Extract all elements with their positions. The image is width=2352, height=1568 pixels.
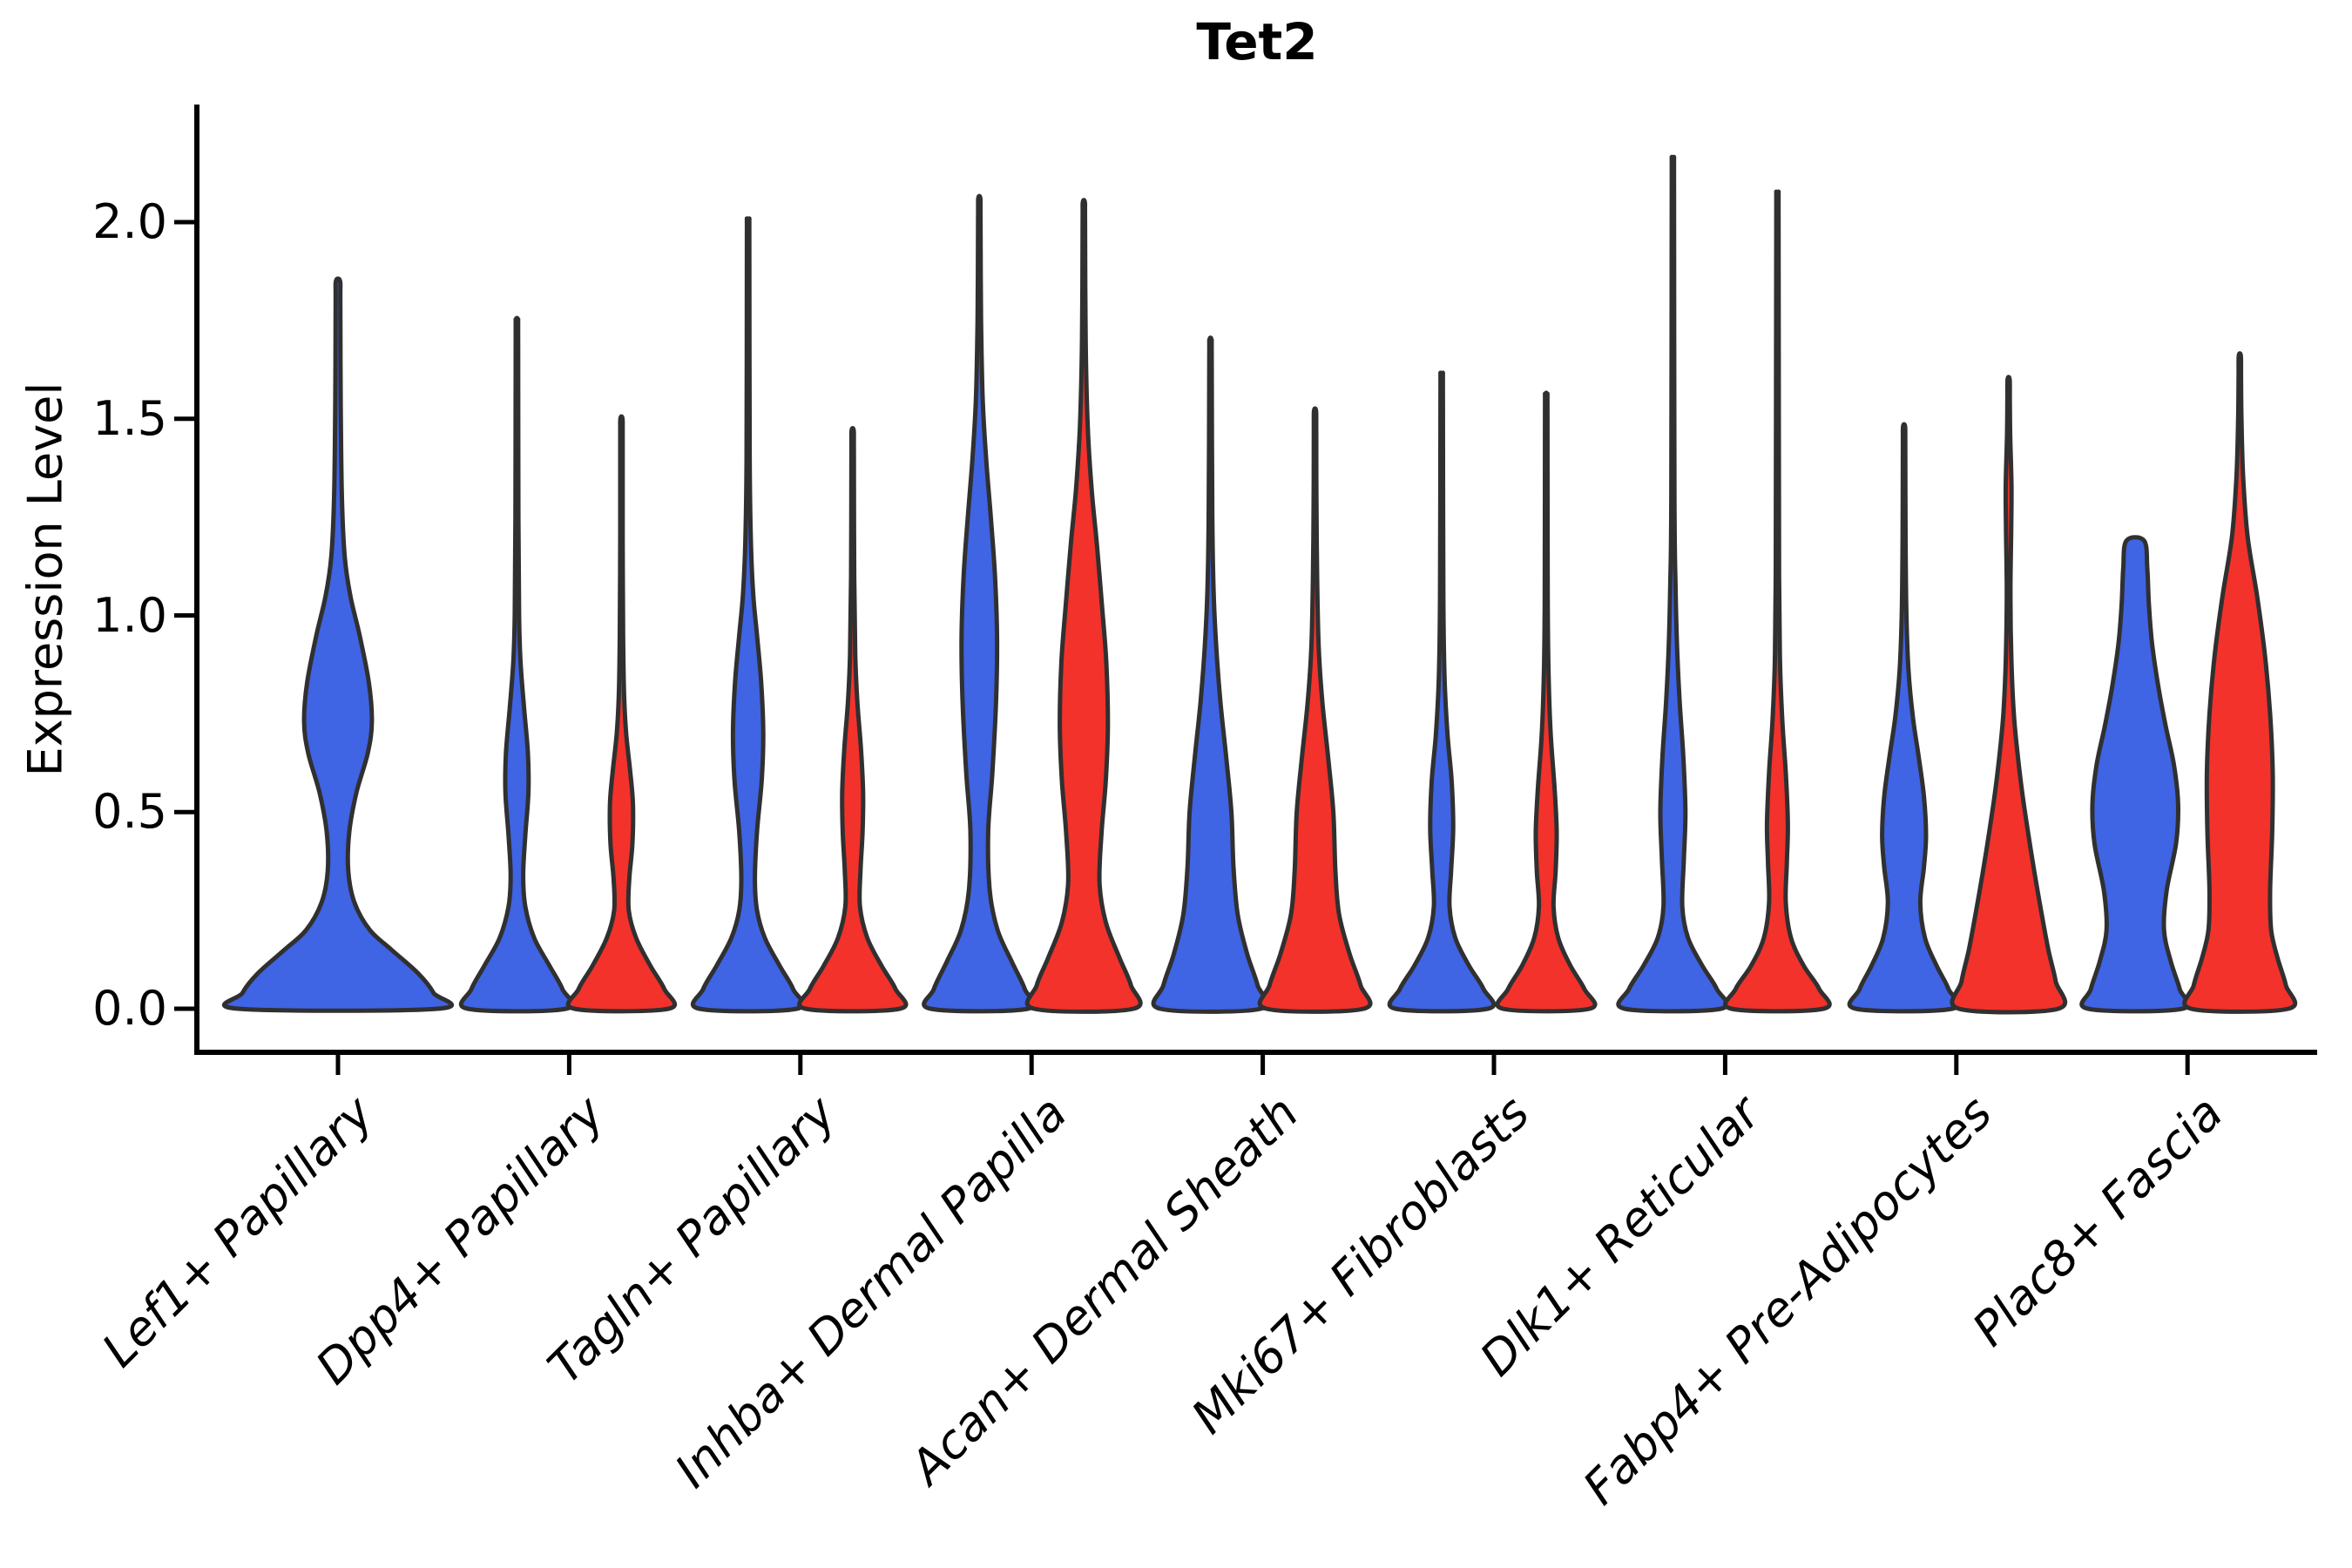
violin-acan-dermal-sheath-red xyxy=(1257,406,1373,1014)
violin-plac8-fascia-blue xyxy=(2079,535,2192,1014)
violin-tagln-papillary-red xyxy=(797,425,909,1014)
violin-acan-dermal-sheath-blue xyxy=(1151,335,1270,1014)
violin-inhba-dermal-papilla-blue xyxy=(922,193,1037,1014)
violin-mki67-fibroblasts-red xyxy=(1495,390,1598,1014)
violin-fabp4-pre-adipocytes-red xyxy=(1950,375,2067,1015)
violin-fabp4-pre-adipocytes-blue xyxy=(1847,422,1961,1014)
violin-dpp4-papillary-red xyxy=(565,414,677,1014)
violin-plac8-fascia-red xyxy=(2182,351,2298,1014)
violin-lef1-papillary-blue xyxy=(221,276,455,1013)
violin-dpp4-papillary-blue xyxy=(459,315,575,1014)
violin-inhba-dermal-papilla-red xyxy=(1024,198,1143,1014)
chart-title: Tet2 xyxy=(1196,12,1318,71)
violin-mki67-fibroblasts-blue xyxy=(1387,370,1497,1014)
violin-dlk1-reticular-blue xyxy=(1616,154,1730,1014)
violin-dlk1-reticular-red xyxy=(1723,189,1832,1014)
violin-tagln-papillary-blue xyxy=(691,216,806,1014)
